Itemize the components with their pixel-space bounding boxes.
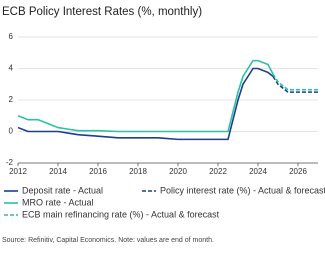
y-tick-label: -2	[6, 158, 14, 167]
legend-label: MRO rate - Actual	[22, 197, 94, 207]
chart-title: ECB Policy Interest Rates (%, monthly)	[2, 6, 202, 18]
series-line	[272, 73, 318, 91]
y-tick-label: 6	[9, 32, 14, 41]
legend-label: Policy interest rate (%) - Actual & fore…	[160, 185, 325, 195]
x-tick-label: 2020	[169, 167, 187, 176]
legend-label: Deposit rate - Actual	[22, 185, 103, 195]
y-tick-label: 2	[9, 95, 14, 104]
x-tick-label: 2024	[249, 167, 267, 176]
x-tick-label: 2022	[209, 167, 227, 176]
series-line	[17, 67, 274, 141]
x-tick-label: 2016	[89, 167, 107, 176]
x-tick-label: 2018	[129, 167, 147, 176]
series-line	[17, 59, 274, 133]
x-tick-label: 2026	[289, 167, 307, 176]
y-tick-label: 0	[9, 127, 14, 136]
x-tick-label: 2014	[49, 167, 67, 176]
y-tick-label: 4	[9, 64, 14, 73]
source-note: Source: Refinitiv, Capital Economics. No…	[2, 237, 214, 244]
legend-label: ECB main refinancing rate (%) - Actual &…	[22, 209, 220, 219]
x-tick-label: 2012	[9, 167, 27, 176]
series-line	[272, 75, 318, 93]
